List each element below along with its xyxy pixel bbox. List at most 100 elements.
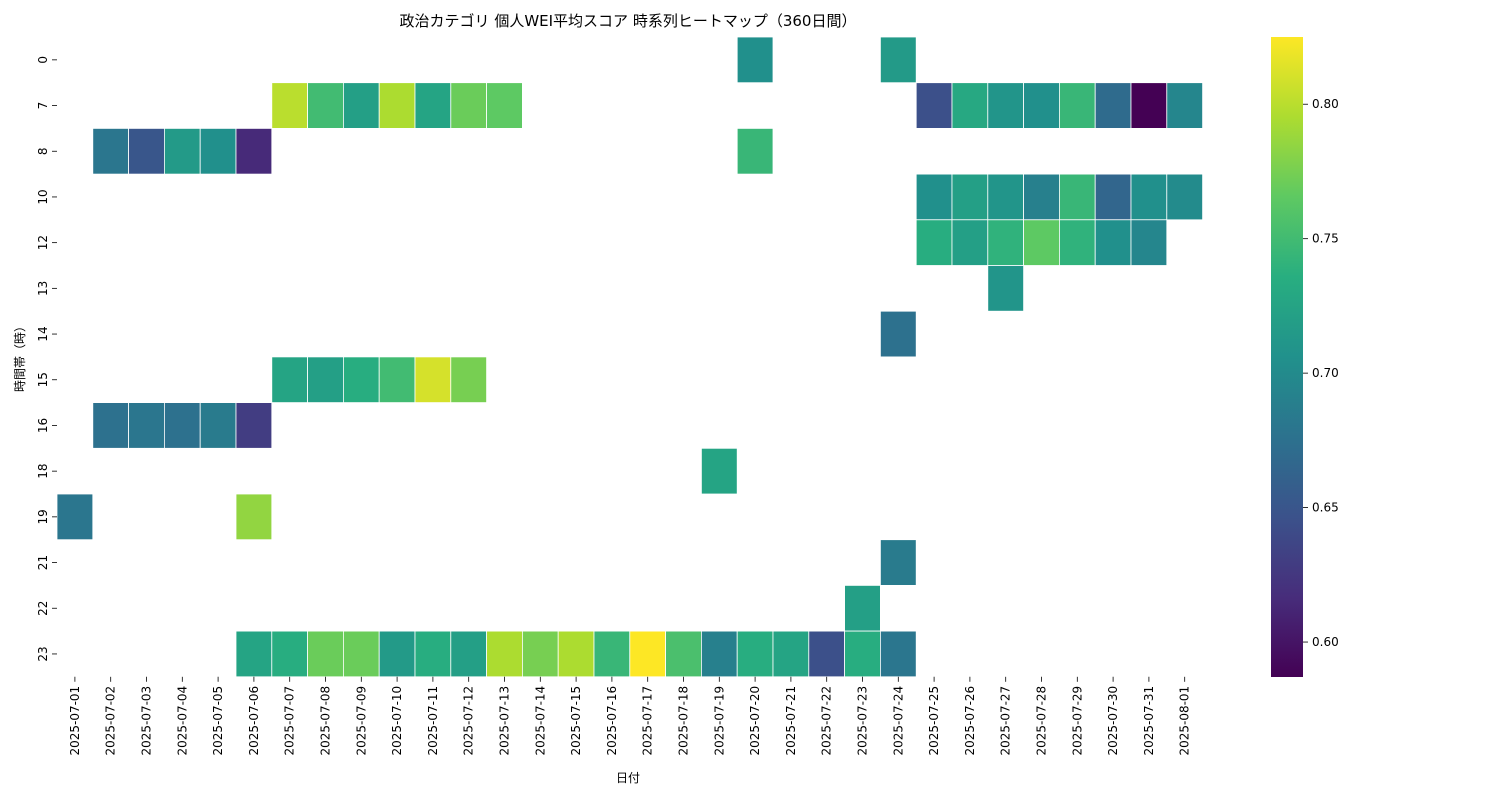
heatmap-cell (414, 82, 452, 129)
heatmap-cell (342, 82, 380, 129)
heatmap-cell (880, 310, 917, 358)
heatmap-cell (1166, 173, 1204, 221)
heatmap-cell (951, 82, 989, 129)
heatmap-cell (163, 402, 201, 449)
heatmap-cell (128, 402, 165, 449)
x-tick-label: 2025-07-25 (927, 686, 941, 756)
x-tick-label: 2025-07-29 (1070, 686, 1084, 756)
heatmap-cell (378, 82, 416, 129)
x-tick-label: 2025-07-04 (175, 686, 189, 756)
heatmap-cell (665, 630, 702, 678)
x-tick-label: 2025-07-30 (1106, 686, 1120, 756)
heatmap-cell (92, 127, 130, 175)
heatmap-cell (486, 630, 523, 678)
heatmap-cell (1130, 219, 1168, 266)
heatmap-cell (951, 219, 989, 266)
heatmap-cell (1059, 173, 1096, 221)
y-tick-label: 22 (36, 601, 50, 616)
heatmap-cell (772, 630, 810, 678)
heatmap-cell (880, 36, 917, 84)
heatmap-cell (414, 630, 452, 678)
x-tick-label: 2025-07-10 (390, 686, 404, 756)
heatmap-cell (1130, 82, 1168, 129)
y-tick-label: 18 (36, 464, 50, 479)
x-tick-label: 2025-07-06 (247, 686, 261, 756)
heatmap-cell (736, 630, 774, 678)
y-tick-label: 13 (36, 281, 50, 296)
heatmap-cell (915, 82, 953, 129)
y-tick-label: 8 (36, 147, 50, 155)
x-tick-label: 2025-07-09 (354, 686, 368, 756)
y-tick-label: 10 (36, 189, 50, 204)
heatmap-cell (307, 82, 344, 129)
heatmap-cell (486, 82, 523, 129)
heatmap-cell (414, 356, 452, 403)
heatmap-cell (450, 356, 487, 403)
x-tick-label: 2025-07-18 (677, 686, 691, 756)
colorbar-gradient (1271, 37, 1303, 677)
heatmap-cell (342, 630, 380, 678)
heatmap-cell (342, 356, 380, 403)
x-tick-label: 2025-07-02 (104, 686, 118, 756)
heatmap-cell (235, 630, 273, 678)
x-tick-label: 2025-07-22 (820, 686, 834, 756)
heatmap-cell (271, 82, 308, 129)
y-tick-label: 12 (36, 235, 50, 250)
x-tick-label: 2025-07-11 (426, 686, 440, 756)
heatmap-cell (271, 356, 308, 403)
chart-title: 政治カテゴリ 個人WEI平均スコア 時系列ヒートマップ（360日間） (400, 12, 857, 30)
y-tick-label: 14 (36, 326, 50, 341)
heatmap-cell (808, 630, 845, 678)
heatmap-cell (92, 402, 130, 449)
heatmap-cell (557, 630, 595, 678)
x-tick-label: 2025-07-24 (891, 686, 905, 756)
x-axis-label: 日付 (616, 771, 640, 785)
x-tick-label: 2025-07-27 (999, 686, 1013, 756)
x-tick-label: 2025-07-07 (283, 686, 297, 756)
x-tick-label: 2025-07-12 (462, 686, 476, 756)
heatmap-cell (56, 493, 94, 541)
heatmap-cell (987, 219, 1024, 266)
y-tick-label: 15 (36, 372, 50, 387)
heatmap-cell (844, 585, 881, 632)
heatmap-cell (736, 36, 774, 84)
x-tick-label: 2025-07-01 (68, 686, 82, 756)
x-tick-label: 2025-07-03 (140, 686, 154, 756)
x-tick-label: 2025-07-08 (319, 686, 333, 756)
heatmap-cell (880, 539, 917, 586)
heatmap-cell (450, 82, 487, 129)
y-axis-ticks: 0 7 8 10 12 13 14 15 16 18 19 21 22 23 (36, 56, 57, 662)
y-tick-label: 19 (36, 509, 50, 524)
heatmap-cell (1094, 82, 1132, 129)
heatmap-cell (522, 630, 559, 678)
heatmap-cell (378, 356, 416, 403)
heatmap-cells (56, 36, 1204, 678)
x-tick-label: 2025-07-15 (569, 686, 583, 756)
colorbar: 0.60 0.65 0.70 0.75 0.80 (1271, 37, 1339, 677)
x-tick-label: 2025-07-19 (712, 686, 726, 756)
heatmap-cell (307, 630, 344, 678)
x-tick-label: 2025-08-01 (1178, 686, 1192, 756)
x-axis-ticks: 2025-07-01 2025-07-02 2025-07-03 2025-07-04… (68, 676, 1192, 756)
heatmap-cell (1023, 219, 1060, 266)
heatmap-cell (235, 402, 273, 449)
x-tick-label: 2025-07-21 (784, 686, 798, 756)
x-tick-label: 2025-07-23 (856, 686, 870, 756)
colorbar-tick-label: 0.60 (1312, 635, 1339, 649)
x-tick-label: 2025-07-05 (211, 686, 225, 756)
heatmap-cell (450, 630, 487, 678)
x-tick-label: 2025-07-13 (498, 686, 512, 756)
heatmap-cell (128, 127, 165, 175)
heatmap-cell (235, 493, 273, 541)
heatmap-cell (1094, 173, 1132, 221)
x-tick-label: 2025-07-31 (1142, 686, 1156, 756)
heatmap-cell (235, 127, 273, 175)
heatmap-cell (271, 630, 308, 678)
heatmap-cell (987, 82, 1024, 129)
y-tick-label: 16 (36, 418, 50, 433)
heatmap-cell (629, 630, 666, 678)
heatmap-cell (1059, 82, 1096, 129)
heatmap-cell (736, 127, 774, 175)
heatmap-cell (915, 173, 953, 221)
